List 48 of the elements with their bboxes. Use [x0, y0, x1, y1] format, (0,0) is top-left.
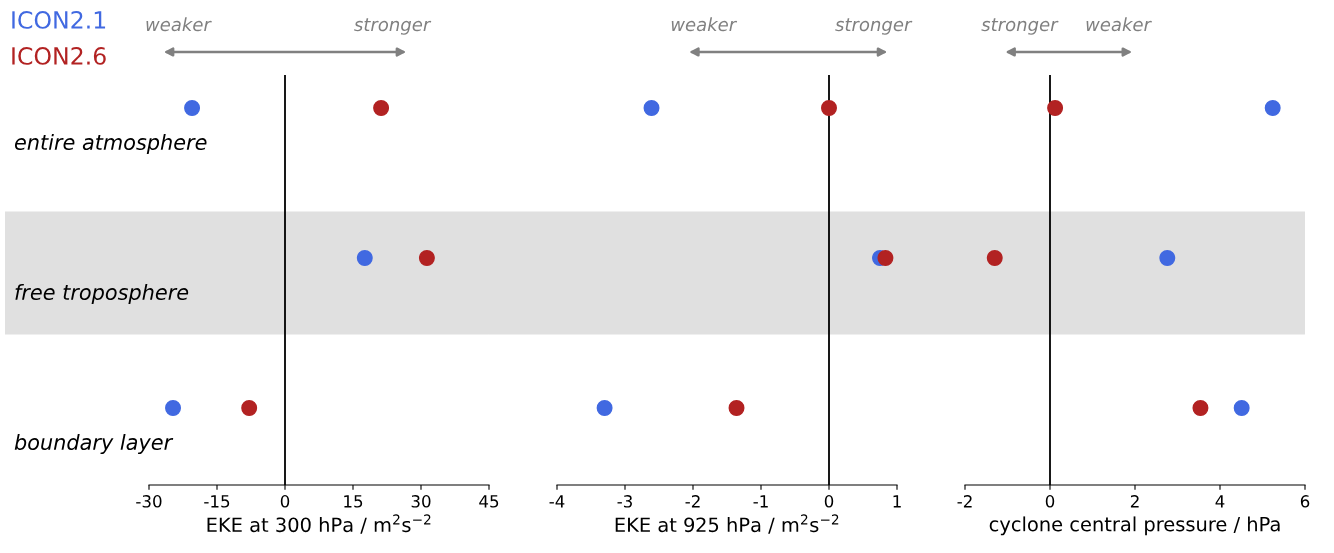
- x-axis-title: cyclone central pressure / hPa: [989, 516, 1280, 536]
- text: weaker: [671, 17, 738, 32]
- x-tick-label: 6: [1300, 495, 1310, 508]
- point: [596, 400, 613, 416]
- text: stronger: [354, 18, 432, 35]
- x-axis-title: EKE at 300 hPa / m$^{2}$s$^{−2}$: [207, 514, 431, 534]
- point: [184, 100, 201, 116]
- x-tick-label: 2: [1130, 495, 1139, 508]
- x-tick-label: 4: [1215, 495, 1225, 508]
- point: [821, 100, 837, 116]
- y-tick-label: free troposphere: [15, 283, 189, 305]
- point: [1159, 250, 1176, 266]
- point: [643, 100, 660, 116]
- x-tick-label: -3: [617, 495, 632, 508]
- x-tick-label: 45: [479, 495, 499, 508]
- point: [1233, 400, 1250, 416]
- x-tick-label: 30: [411, 495, 431, 508]
- point: [165, 400, 182, 416]
- text: weaker: [1086, 17, 1152, 32]
- point: [1192, 400, 1209, 416]
- x-tick-label: 15: [344, 495, 363, 508]
- y-tick-label: entire atmosphere: [14, 133, 207, 155]
- point: [418, 250, 435, 266]
- point: [241, 400, 258, 416]
- x-tick-label: 1: [893, 495, 901, 508]
- y-tick-label: boundary layer: [14, 433, 174, 455]
- text: ICON2.6: [12, 46, 106, 65]
- x-tick-label: -2: [685, 495, 700, 508]
- x-tick-label: -30: [136, 495, 162, 508]
- point: [1264, 100, 1281, 116]
- text: ICON2.1: [12, 10, 106, 29]
- x-tick-label: -2: [957, 495, 972, 508]
- x-axis-title: EKE at 925 hPa / m$^{2}$s$^{−2}$: [615, 514, 839, 534]
- point: [373, 100, 390, 116]
- x-tick-label: -4: [549, 495, 565, 508]
- point: [728, 400, 745, 416]
- text: stronger: [981, 18, 1059, 35]
- x-tick-label: -15: [204, 495, 230, 508]
- point: [356, 250, 373, 266]
- point: [877, 250, 894, 266]
- point: [986, 250, 1003, 266]
- text: weaker: [146, 17, 212, 32]
- x-tick-label: 0: [1045, 495, 1055, 508]
- text: stronger: [835, 18, 913, 35]
- x-tick-label: -1: [753, 495, 768, 508]
- x-tick-label: 0: [280, 495, 290, 508]
- point: [1047, 100, 1064, 116]
- x-tick-label: 0: [824, 495, 834, 508]
